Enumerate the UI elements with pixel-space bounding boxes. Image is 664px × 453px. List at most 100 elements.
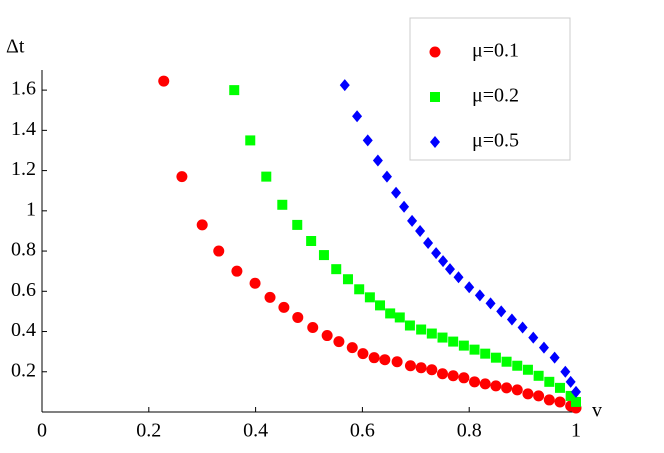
- legend-label: μ=0.5: [472, 130, 519, 152]
- y-tick-label: 1.2: [11, 158, 36, 180]
- point: [464, 281, 475, 294]
- point: [385, 308, 396, 319]
- point: [372, 154, 383, 167]
- point: [438, 255, 449, 268]
- point: [430, 92, 440, 102]
- point: [437, 332, 448, 343]
- point: [458, 340, 469, 351]
- point: [196, 219, 208, 231]
- y-tick-label: 1.6: [11, 78, 36, 100]
- point: [533, 370, 544, 381]
- point: [429, 46, 441, 58]
- point: [368, 352, 380, 364]
- point: [426, 364, 438, 376]
- x-axis-label: v: [592, 400, 602, 422]
- point: [354, 284, 365, 295]
- x-tick-label: 0: [37, 420, 47, 442]
- y-tick-label: 1: [26, 198, 36, 220]
- legend-label: μ=0.1: [472, 40, 519, 62]
- x-tick-label: 0.6: [350, 420, 375, 442]
- point: [381, 170, 392, 183]
- point: [391, 186, 402, 199]
- point: [416, 324, 427, 335]
- point: [554, 382, 565, 393]
- point: [352, 110, 363, 123]
- point: [444, 263, 455, 276]
- point: [415, 362, 427, 374]
- point: [485, 297, 496, 310]
- point: [474, 289, 485, 302]
- x-tick-label: 0.2: [136, 420, 161, 442]
- point: [339, 79, 350, 92]
- point: [306, 236, 317, 246]
- point: [415, 224, 426, 237]
- point: [277, 199, 288, 210]
- point: [554, 396, 566, 408]
- point: [399, 200, 410, 213]
- point: [522, 364, 533, 375]
- y-tick-label: 0.8: [11, 239, 36, 261]
- point: [430, 136, 440, 148]
- point: [480, 348, 491, 359]
- legend-box: [409, 17, 571, 161]
- y-tick-label: 0.6: [11, 279, 36, 301]
- point: [391, 356, 403, 368]
- point: [549, 351, 560, 364]
- point: [261, 171, 272, 182]
- point: [517, 321, 528, 334]
- point: [447, 370, 459, 382]
- point: [357, 348, 369, 360]
- point: [490, 352, 501, 363]
- point: [565, 375, 576, 388]
- point: [458, 372, 470, 384]
- point: [404, 360, 416, 372]
- point: [543, 394, 555, 406]
- point: [469, 376, 481, 388]
- point: [571, 396, 581, 407]
- point: [512, 360, 523, 371]
- point: [437, 368, 448, 380]
- x-tick-label: 0.8: [457, 420, 482, 442]
- point: [278, 301, 290, 313]
- point: [528, 331, 539, 344]
- y-tick-label: 1.4: [11, 118, 36, 140]
- point: [229, 85, 240, 96]
- point: [538, 341, 549, 354]
- point: [292, 311, 304, 323]
- point: [565, 390, 576, 401]
- y-tick-label: 0.2: [11, 359, 36, 381]
- point: [453, 271, 464, 284]
- point: [490, 380, 502, 392]
- point: [176, 171, 188, 183]
- point: [213, 245, 225, 257]
- point: [506, 313, 517, 326]
- point: [245, 135, 256, 146]
- point: [362, 134, 373, 147]
- point: [231, 265, 243, 277]
- y-axis-label: Δt: [6, 36, 25, 58]
- point: [469, 344, 480, 355]
- point: [448, 336, 459, 347]
- point: [511, 384, 523, 396]
- point: [544, 376, 555, 387]
- point: [423, 237, 434, 250]
- point: [479, 378, 491, 390]
- point: [394, 312, 405, 323]
- y-tick-label: 0.4: [11, 319, 36, 341]
- point: [379, 354, 391, 366]
- point: [501, 382, 513, 394]
- x-tick-label: 0.4: [243, 420, 268, 442]
- point: [560, 365, 571, 378]
- point: [331, 264, 342, 275]
- legend-label: μ=0.2: [472, 85, 519, 107]
- point: [426, 328, 437, 339]
- point: [364, 292, 375, 303]
- point: [249, 277, 261, 289]
- point: [522, 388, 534, 400]
- point: [375, 300, 386, 311]
- point: [496, 305, 507, 318]
- point: [333, 336, 345, 348]
- x-tick-label: 1: [571, 420, 581, 442]
